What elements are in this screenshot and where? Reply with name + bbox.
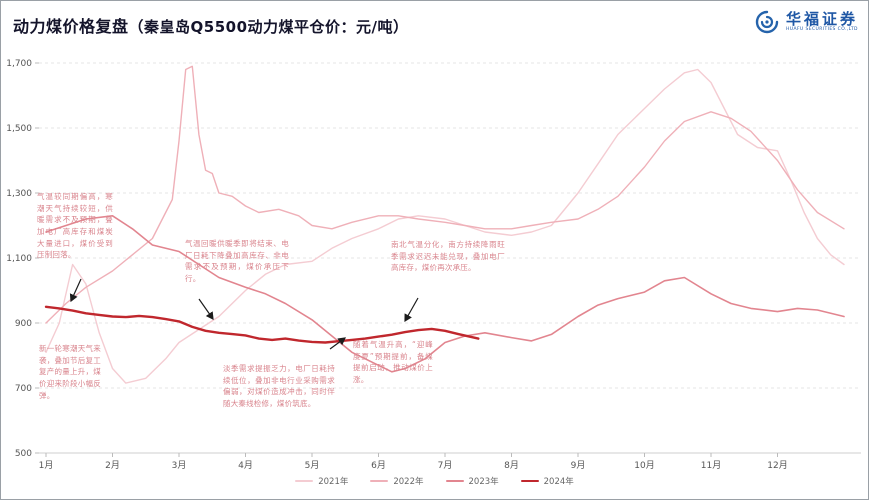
brand-logo: 华福证券 HUAFU SECURITIES CO.,LTD (754, 9, 858, 35)
chart-legend: 2021年 2022年 2023年 2024年 (1, 475, 868, 487)
legend-item-2023年: 2023年 (445, 475, 499, 487)
svg-text:1,500: 1,500 (6, 124, 32, 134)
legend-item-2021年: 2021年 (295, 475, 348, 487)
svg-text:12月: 12月 (767, 460, 787, 471)
svg-text:3月: 3月 (172, 460, 187, 471)
legend-label: 2021年 (318, 477, 349, 487)
legend-swatch (295, 480, 314, 482)
svg-text:1,700: 1,700 (6, 59, 32, 69)
legend-swatch (445, 480, 464, 482)
svg-text:9月: 9月 (571, 460, 586, 471)
svg-text:500: 500 (15, 449, 32, 459)
svg-text:4月: 4月 (238, 460, 253, 471)
svg-text:7月: 7月 (438, 460, 453, 471)
svg-text:2月: 2月 (105, 460, 120, 471)
huafu-swirl-icon (755, 10, 779, 34)
legend-item-2024年: 2024年 (520, 475, 574, 487)
page-title: 动力煤价格复盘（秦皇岛Q5500动力煤平仓价：元/吨） (13, 13, 409, 37)
brand-subtitle: HUAFU SECURITIES CO.,LTD (785, 26, 858, 32)
legend-swatch (370, 480, 389, 482)
svg-text:1,100: 1,100 (6, 254, 32, 264)
legend-label: 2024年 (543, 477, 574, 487)
svg-text:1,300: 1,300 (6, 189, 32, 199)
svg-text:8月: 8月 (504, 460, 519, 471)
brand-logo-text: 华福证券 HUAFU SECURITIES CO.,LTD (786, 11, 858, 32)
legend-label: 2022年 (393, 477, 424, 487)
svg-text:700: 700 (15, 384, 32, 394)
legend-label: 2023年 (468, 477, 499, 487)
legend-swatch (520, 480, 539, 482)
svg-text:10月: 10月 (634, 460, 654, 471)
svg-text:900: 900 (15, 319, 32, 329)
svg-text:5月: 5月 (305, 460, 320, 471)
svg-text:6月: 6月 (371, 460, 386, 471)
brand-name: 华福证券 (785, 10, 858, 29)
svg-text:11月: 11月 (701, 460, 721, 471)
svg-text:1月: 1月 (39, 460, 54, 471)
legend-item-2022年: 2022年 (370, 475, 424, 487)
page-title-sub: （秦皇岛Q5500动力煤平仓价：元/吨） (128, 18, 409, 36)
page-title-main: 动力煤价格复盘 (13, 17, 129, 36)
